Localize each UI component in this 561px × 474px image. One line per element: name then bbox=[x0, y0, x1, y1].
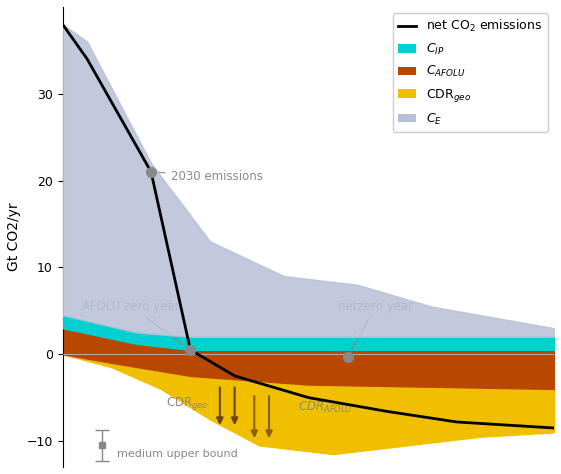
Text: CDR$_{geo}$: CDR$_{geo}$ bbox=[166, 395, 208, 412]
Text: medium upper bound: medium upper bound bbox=[117, 449, 237, 459]
Text: AFOLU zero year: AFOLU zero year bbox=[82, 300, 188, 348]
Legend: net CO$_2$ emissions, $C_{IP}$, $C_{AFOLU}$, $\mathrm{CDR}_{geo}$, $C_E$: net CO$_2$ emissions, $C_{IP}$, $C_{AFOL… bbox=[393, 13, 548, 132]
Y-axis label: Gt CO2/yr: Gt CO2/yr bbox=[7, 203, 21, 271]
Text: 2030 emissions: 2030 emissions bbox=[154, 170, 263, 183]
Text: netzero year: netzero year bbox=[338, 300, 413, 355]
Text: CDR$_{AFOLU}$: CDR$_{AFOLU}$ bbox=[298, 400, 353, 415]
